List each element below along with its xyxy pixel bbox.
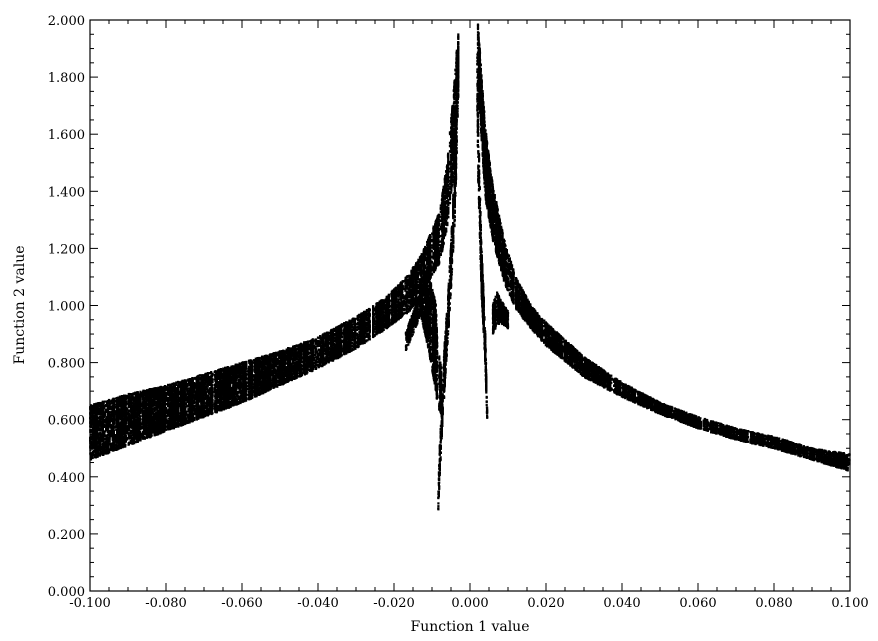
data-point [431,269,434,272]
data-point [434,259,437,262]
data-point [412,270,415,273]
data-point [139,423,142,426]
data-point [373,325,376,328]
data-point [413,283,416,286]
data-point [434,250,437,253]
data-point [438,244,441,247]
data-point [152,398,156,401]
data-point [404,311,407,314]
data-point [139,439,142,442]
data-point [165,406,168,409]
data-point [177,383,180,386]
data-point [151,430,154,433]
data-point [151,402,154,405]
data-point [431,244,434,247]
data-point [151,396,154,399]
data-point [321,365,324,368]
data-point [141,432,144,435]
data-point [105,425,108,428]
data-point [404,289,407,292]
data-point [431,232,434,235]
data-point [105,435,108,438]
data-point [139,390,142,393]
data-point [431,266,434,269]
data-point [431,239,434,242]
data-point [314,356,317,359]
data-point [151,407,154,410]
data-point [373,309,376,312]
data-point [431,250,434,253]
data-point [267,358,270,361]
data-point [155,433,158,436]
data-point [431,246,434,249]
data-point [141,408,144,411]
data-point [451,180,454,183]
data-point [404,304,407,307]
data-point [431,255,434,258]
data-point [413,292,416,295]
data-point [432,244,435,247]
data-point [385,321,388,324]
data-point [404,279,407,282]
data-point [151,400,154,403]
series-main-left [89,49,458,461]
data-point [151,411,154,415]
data-point [373,328,376,331]
data-point [126,438,129,441]
data-point [431,260,434,263]
data-point [165,408,168,411]
data-point [136,425,139,428]
data-point [151,410,154,413]
data-point [438,218,441,221]
data-point [313,359,316,362]
data-point [126,402,129,405]
data-point [139,400,142,403]
data-point [165,428,168,431]
data-point [365,340,368,343]
data-point [432,255,435,258]
data-point [352,323,355,326]
data-point [438,240,441,243]
data-point [151,393,154,396]
data-point [399,301,402,304]
data-point [151,387,154,390]
data-point [313,357,316,360]
data-point [126,437,129,440]
data-point [352,343,355,346]
data-point [406,278,409,281]
data-point [134,421,137,424]
data-point [186,410,189,413]
data-point [439,253,442,256]
data-point [455,54,458,57]
data-points [89,23,851,511]
data-point [137,433,140,436]
data-point [397,299,400,302]
data-point [431,273,434,276]
